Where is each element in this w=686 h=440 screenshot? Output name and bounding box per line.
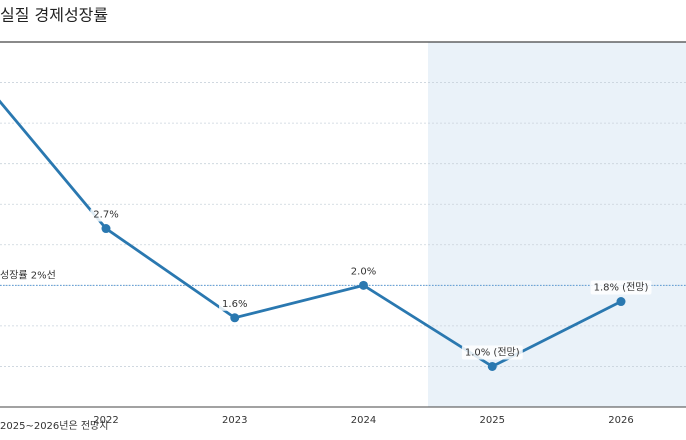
- point: [487, 361, 497, 371]
- data-label: 1.0% (전망): [465, 346, 520, 358]
- x-tick-label: 2026: [608, 415, 633, 426]
- label-bg: [219, 297, 251, 311]
- footnote: 2025~2026년은 전망치: [0, 420, 108, 432]
- data-label: 2.0%: [351, 266, 376, 277]
- label-bg: [590, 280, 652, 295]
- x-tick-label: 2022: [93, 415, 118, 426]
- point: [359, 280, 368, 290]
- point: [101, 224, 111, 234]
- label-bg: [461, 345, 523, 360]
- label-bg: [90, 208, 122, 222]
- label-bg: [347, 265, 380, 279]
- x-tick-label: 2024: [351, 415, 376, 426]
- data-label: 1.6%: [222, 299, 247, 310]
- chart-title: 실질 경제성장률: [0, 6, 108, 25]
- x-tick-label: 2023: [222, 415, 247, 426]
- point: [616, 297, 626, 307]
- data-label: 1.8% (전망): [594, 282, 649, 294]
- point: [230, 313, 240, 323]
- x-tick-label: 2025: [480, 415, 505, 426]
- reference-label: 성장률 2%선: [0, 269, 56, 281]
- data-label: 2.7%: [93, 210, 118, 221]
